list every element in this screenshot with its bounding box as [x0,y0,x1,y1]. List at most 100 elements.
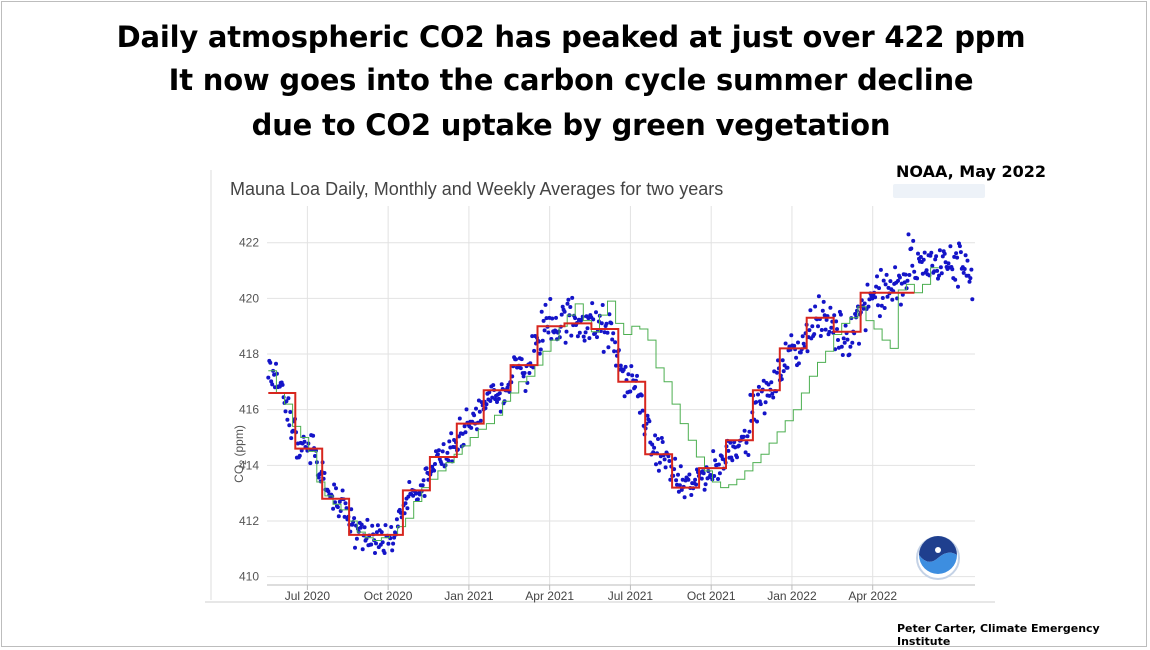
daily-point [652,445,657,450]
x-tick-label-7: Apr 2022 [848,589,897,603]
daily-point [543,302,548,307]
daily-point [610,337,615,342]
daily-point [673,456,678,461]
daily-point [903,272,908,277]
daily-point [285,417,290,422]
daily-point [316,475,321,480]
daily-point [682,495,687,500]
daily-point [713,458,718,463]
daily-point [656,437,660,441]
daily-point [762,411,767,416]
daily-point [679,487,684,492]
daily-point [676,489,681,494]
daily-point [629,364,634,369]
daily-average-series [266,232,975,555]
daily-point [909,246,914,251]
daily-point [689,493,694,497]
daily-point [953,277,958,282]
daily-point [397,507,402,512]
daily-point [912,269,917,274]
daily-point [879,303,884,308]
daily-point [497,391,502,396]
daily-point [360,547,365,552]
daily-point [488,399,493,403]
daily-point [942,251,947,256]
daily-point [562,309,567,314]
daily-point [744,440,749,445]
daily-point [792,343,797,348]
daily-point [612,349,617,354]
daily-point [415,497,420,502]
chart-frame: Mauna Loa Daily, Monthly and Weekly Aver… [205,168,995,603]
daily-point [335,505,340,510]
daily-point [487,390,492,395]
daily-point [445,450,450,455]
daily-point [530,334,535,339]
daily-point [581,334,586,339]
x-tick-label-4: Jul 2021 [608,589,654,603]
daily-point [832,313,837,318]
daily-point [336,514,341,519]
daily-point [391,541,396,546]
daily-point [607,312,612,317]
daily-point [805,349,810,354]
daily-point [666,454,671,459]
daily-point [542,328,547,333]
daily-point [420,483,425,488]
daily-point [948,244,953,249]
y-tick-label-1: 412 [239,514,259,528]
daily-point [771,395,776,400]
daily-point [763,400,768,405]
daily-point [922,250,927,255]
daily-point [411,493,416,498]
daily-point [921,257,926,262]
daily-point [728,440,733,445]
daily-point [266,375,271,380]
daily-point [928,253,933,258]
daily-point [622,394,627,399]
daily-point [421,478,426,483]
daily-point [645,413,650,418]
daily-point [436,448,441,453]
daily-point [332,482,337,487]
daily-point [970,297,975,302]
daily-point [601,349,606,354]
daily-point [829,325,834,330]
daily-point [313,454,317,458]
y-axis-title-sub: 2 [238,460,248,465]
daily-point [885,294,890,299]
daily-point [523,389,528,393]
daily-point [766,382,771,387]
daily-point [352,516,357,521]
daily-point [747,429,752,434]
daily-point [853,312,858,316]
daily-point [939,271,944,276]
daily-point [390,548,395,553]
daily-point [590,301,595,306]
daily-point [816,324,820,329]
daily-point [736,443,741,448]
daily-point [568,305,573,309]
daily-point [283,409,288,414]
daily-point [726,448,731,453]
daily-point [433,462,437,466]
daily-point [424,466,429,471]
daily-point [857,341,861,346]
co2-chart: Mauna Loa Daily, Monthly and Weekly Aver… [205,168,995,603]
daily-point [457,416,462,421]
daily-point [553,328,558,333]
daily-point [493,397,498,402]
daily-point [386,541,391,546]
daily-point [735,455,739,460]
daily-point [827,329,832,334]
daily-point [820,308,825,313]
daily-point [911,238,916,243]
daily-point [491,383,496,388]
daily-point [623,364,628,369]
daily-point [349,507,354,512]
daily-point [633,385,638,389]
daily-point [896,278,900,283]
daily-point [344,506,349,511]
daily-point [382,551,387,555]
axis-layer: 410 412 414 416 418 420 422 Jul 2020 Oct 2020 Jan… [239,236,975,603]
